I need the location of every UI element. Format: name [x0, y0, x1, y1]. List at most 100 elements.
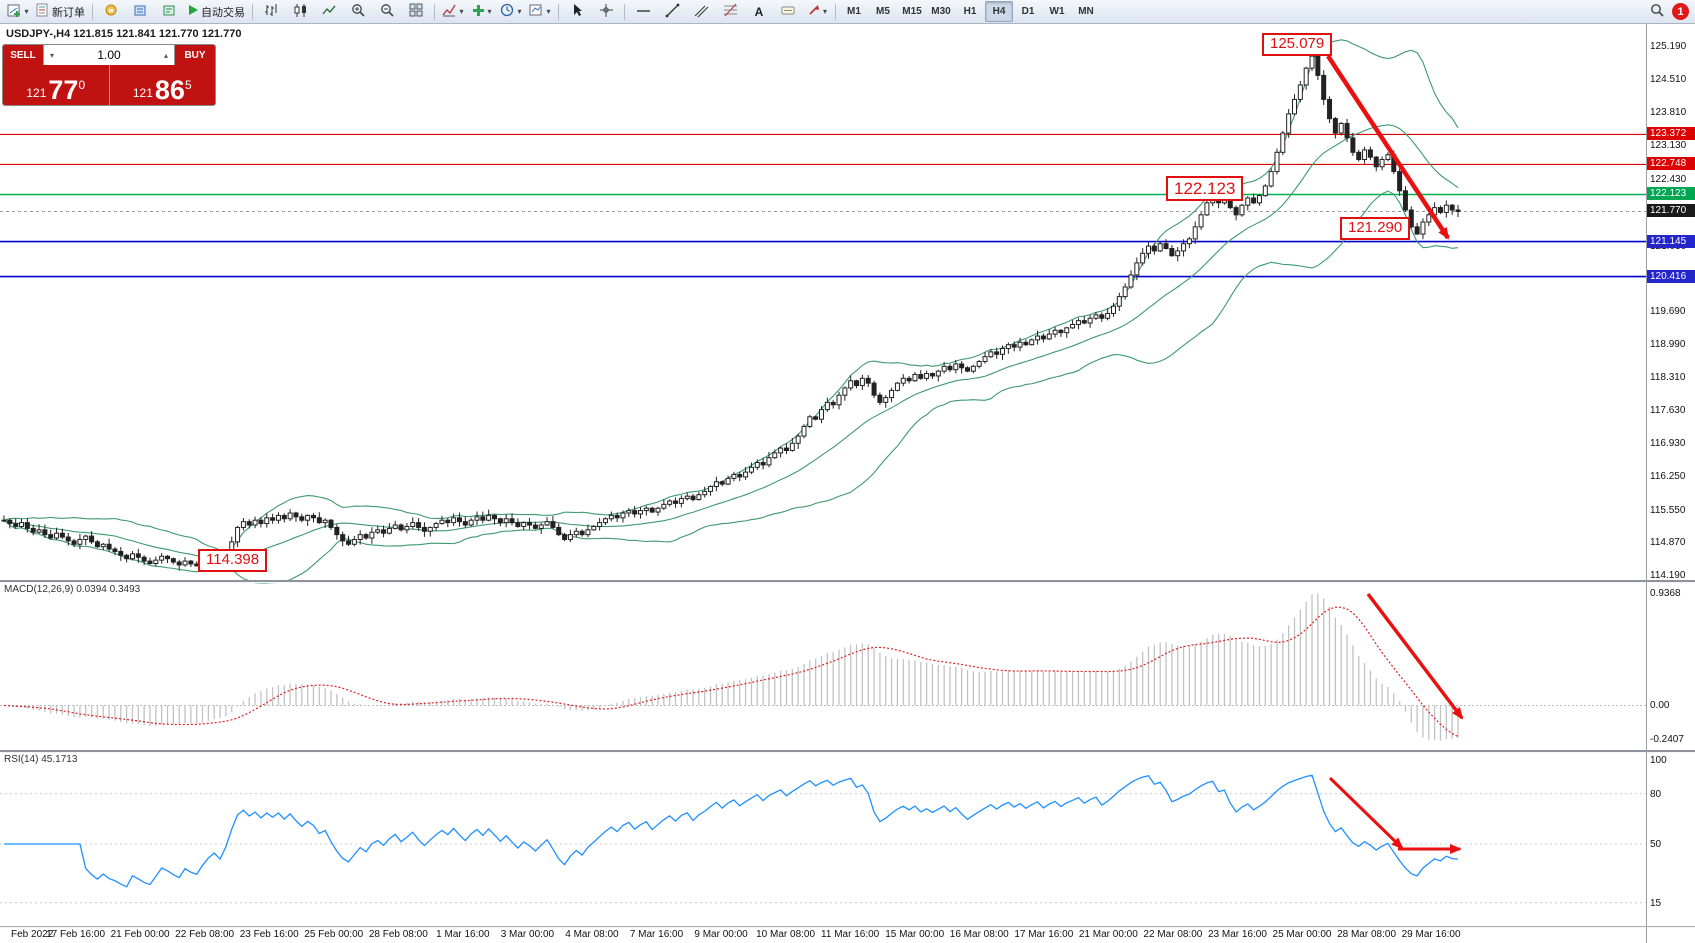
arrows-button[interactable]: ▾ — [803, 1, 831, 23]
price-tick: 114.870 — [1650, 537, 1686, 549]
line-chart-icon — [321, 3, 337, 21]
timeframe-h4[interactable]: H4 — [985, 1, 1013, 22]
indicators-icon — [442, 3, 457, 21]
trendline-button[interactable] — [658, 1, 686, 23]
candlestick-chart-icon — [293, 3, 308, 21]
macd-scale-label: -0.2407 — [1650, 734, 1684, 746]
add-indicator-button[interactable]: ▾ — [468, 1, 496, 23]
bar-chart-button[interactable] — [257, 1, 285, 23]
price-badge: 122.123 — [1647, 187, 1695, 201]
indicators-button[interactable]: ▾ — [439, 1, 467, 23]
sell-button[interactable]: SELL — [3, 45, 43, 65]
templates-button[interactable]: ▾ — [526, 1, 554, 23]
notification-badge[interactable]: 1 — [1672, 3, 1689, 20]
price-tick: 115.550 — [1650, 504, 1686, 516]
cursor-button[interactable] — [563, 1, 591, 23]
search-icon — [1650, 3, 1665, 21]
price-tick: 116.930 — [1650, 438, 1686, 450]
price-badge: 120.416 — [1647, 269, 1695, 283]
horizontal-line-icon — [636, 3, 651, 21]
macd-scale-label: 0.00 — [1650, 700, 1670, 712]
separator — [252, 3, 253, 20]
time-axis-label: 17 Feb 16:00 — [46, 929, 106, 940]
metaeditor-button[interactable] — [97, 1, 125, 23]
buy-price-big: 86 — [154, 74, 185, 105]
annotation-bottom-price[interactable]: 114.398 — [198, 549, 268, 572]
price-scale-separator — [1646, 24, 1647, 943]
price-tick: 125.190 — [1650, 41, 1687, 52]
terminal-button[interactable] — [155, 1, 183, 23]
zoom-in-icon — [351, 3, 366, 21]
chevron-down-icon: ▾ — [517, 7, 522, 16]
price-badge: 122.748 — [1647, 157, 1695, 171]
macd-scale-label: 0.9368 — [1650, 588, 1681, 600]
price-tick: 117.630 — [1650, 404, 1686, 416]
annotation-swing-low-price[interactable]: 121.290 — [1340, 217, 1411, 240]
time-axis-label: 22 Feb 08:00 — [175, 929, 235, 940]
metaeditor-icon — [104, 3, 119, 21]
sell-price-prefix: 121 — [26, 86, 47, 100]
price-tick: 122.430 — [1650, 173, 1687, 185]
new-order-icon — [36, 3, 50, 20]
zoom-out-icon — [380, 3, 395, 21]
time-axis-label: 16 Mar 08:00 — [949, 929, 1009, 940]
text-button[interactable]: A — [745, 1, 773, 23]
price-tick: 114.190 — [1650, 570, 1686, 581]
lot-size-stepper: ▾ ▴ — [43, 45, 175, 65]
timeframe-m5[interactable]: M5 — [876, 6, 890, 17]
timeframe-m30[interactable]: M30 — [931, 6, 951, 17]
periods-clock-icon — [500, 3, 515, 21]
buy-button[interactable]: BUY — [175, 45, 215, 65]
rsi-scale-label: 80 — [1650, 788, 1662, 800]
zoom-out-button[interactable] — [373, 1, 401, 23]
lot-increase-button[interactable]: ▴ — [163, 50, 168, 60]
time-axis-label: 21 Feb 00:00 — [110, 929, 170, 940]
annotation-level-price[interactable]: 122.123 — [1166, 176, 1244, 202]
sell-price[interactable]: 121 77 0 — [3, 65, 110, 105]
time-axis-label: 25 Feb 00:00 — [304, 929, 364, 940]
price-tick: 119.690 — [1650, 305, 1686, 317]
timeframe-m15[interactable]: M15 — [902, 6, 922, 17]
time-axis-label: 28 Feb 08:00 — [368, 929, 428, 940]
buy-price[interactable]: 121 86 5 — [110, 65, 216, 105]
text-label-button[interactable] — [774, 1, 802, 23]
lot-decrease-button[interactable]: ▾ — [49, 50, 54, 60]
rsi-indicator-label: RSI(14) 45.1713 — [4, 754, 78, 765]
timeframe-m1[interactable]: M1 — [847, 6, 861, 17]
annotation-peak-price[interactable]: 125.079 — [1262, 33, 1333, 56]
timeframe-mn[interactable]: MN — [1078, 6, 1094, 17]
crosshair-button[interactable] — [592, 1, 620, 23]
line-chart-button[interactable] — [315, 1, 343, 23]
navigator-button[interactable] — [126, 1, 154, 23]
periods-button[interactable]: ▾ — [497, 1, 525, 23]
auto-trading-button[interactable]: 自动交易 — [184, 1, 248, 23]
candlestick-chart-button[interactable] — [286, 1, 314, 23]
add-indicator-icon — [472, 4, 485, 20]
panel-separator[interactable] — [0, 750, 1695, 753]
price-tick: 124.510 — [1650, 73, 1687, 85]
timeframe-h1[interactable]: H1 — [963, 6, 977, 17]
timeframe-w1[interactable]: W1 — [1049, 6, 1065, 17]
lot-size-input[interactable] — [60, 47, 158, 63]
rsi-scale-label: 15 — [1650, 897, 1662, 909]
text-label-icon — [781, 4, 796, 20]
time-axis-label: 25 Mar 00:00 — [1272, 929, 1332, 940]
panel-separator[interactable] — [0, 580, 1695, 583]
auto-trading-label: 自动交易 — [201, 6, 245, 19]
axis-separator — [0, 926, 1695, 928]
horizontal-line-button[interactable] — [629, 1, 657, 23]
timeframe-d1[interactable]: D1 — [1021, 6, 1035, 17]
equidistant-channel-button[interactable] — [687, 1, 715, 23]
chevron-down-icon: ▾ — [24, 7, 29, 16]
tile-windows-button[interactable] — [402, 1, 430, 23]
new-chart-button[interactable]: ▾ — [4, 1, 32, 23]
buy-price-prefix: 121 — [132, 86, 153, 100]
chevron-down-icon: ▾ — [487, 7, 492, 16]
zoom-in-button[interactable] — [344, 1, 372, 23]
time-axis-label: 28 Mar 08:00 — [1337, 929, 1397, 940]
new-order-button[interactable]: 新订单 — [33, 1, 88, 23]
price-tick: 116.250 — [1650, 470, 1686, 482]
search-button[interactable] — [1643, 1, 1671, 23]
fibonacci-button[interactable] — [716, 1, 744, 23]
